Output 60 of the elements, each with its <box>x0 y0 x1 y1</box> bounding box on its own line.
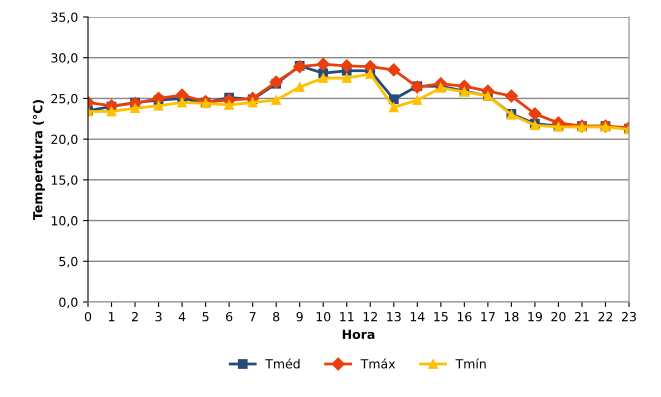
point <box>154 100 164 111</box>
point <box>528 107 542 120</box>
y-tick-label: 0,0 <box>59 297 78 308</box>
y-tick-label: 5,0 <box>59 256 78 268</box>
y-tick-label: 15,0 <box>52 175 78 186</box>
x-tick-label: 21 <box>574 312 589 322</box>
point <box>410 80 424 94</box>
x-tick-label: 9 <box>296 312 303 322</box>
x-tick-label: 5 <box>202 312 208 322</box>
point <box>271 95 282 105</box>
x-tick-label: 13 <box>387 312 401 322</box>
point <box>318 73 328 83</box>
x-tick-label: 0 <box>84 312 92 322</box>
x-axis-title: Hora <box>342 330 374 340</box>
point <box>388 102 399 112</box>
y-tick-label: 35,0 <box>51 12 78 24</box>
x-tick-label: 10 <box>316 312 330 322</box>
x-tick-label: 19 <box>528 312 542 322</box>
legend-label: Tméd <box>265 358 300 369</box>
point <box>248 98 258 108</box>
y-tick-label: 10,0 <box>52 216 78 227</box>
x-tick-label: 8 <box>273 312 280 322</box>
point <box>504 89 518 103</box>
x-tick-label: 20 <box>551 312 566 322</box>
point <box>340 59 354 72</box>
y-tick-label: 25,0 <box>51 94 78 105</box>
y-axis-title: Temperatura (°C) <box>32 100 45 220</box>
point <box>152 92 166 106</box>
x-tick-label: 1 <box>108 312 114 322</box>
x-tick-label: 6 <box>226 312 232 322</box>
point <box>316 58 330 71</box>
point <box>293 60 306 74</box>
point <box>224 100 234 110</box>
y-tick-label: 30,0 <box>51 53 78 64</box>
point <box>177 98 187 108</box>
x-tick-label: 17 <box>481 312 495 322</box>
x-tick-label: 7 <box>250 312 256 322</box>
point <box>412 95 422 105</box>
x-tick-label: 14 <box>410 312 425 322</box>
point <box>176 88 189 102</box>
point <box>342 73 352 83</box>
legend-label: Tmáx <box>360 358 396 369</box>
x-tick-label: 18 <box>504 312 518 322</box>
x-tick-label: 3 <box>156 312 162 322</box>
x-tick-label: 23 <box>622 312 636 322</box>
point <box>365 69 376 79</box>
x-tick-label: 2 <box>132 312 138 322</box>
x-tick-label: 16 <box>458 312 472 322</box>
point <box>130 103 140 114</box>
x-tick-label: 22 <box>598 312 612 322</box>
point <box>270 76 283 89</box>
x-tick-label: 4 <box>178 312 186 322</box>
legend-label: Tmín <box>456 358 486 368</box>
x-tick-label: 15 <box>434 312 448 322</box>
point <box>294 82 305 92</box>
x-tick-label: 11 <box>340 312 354 322</box>
x-tick-label: 12 <box>364 312 377 322</box>
point <box>387 63 400 77</box>
point <box>106 106 116 116</box>
y-tick-label: 20,0 <box>51 134 78 146</box>
